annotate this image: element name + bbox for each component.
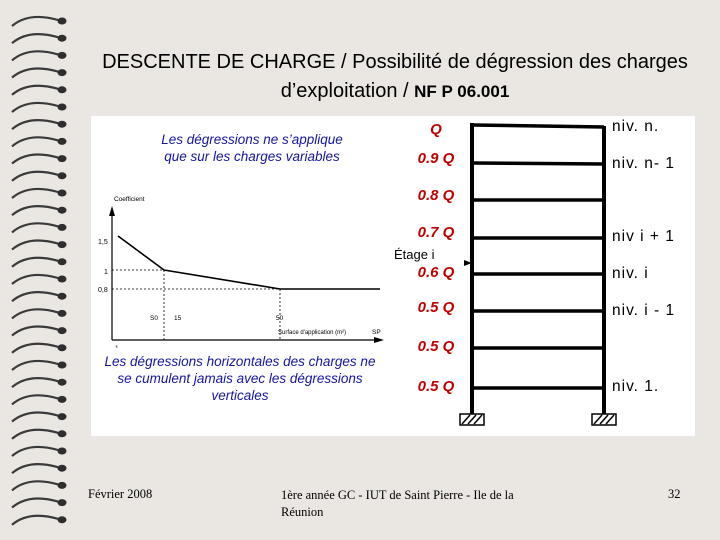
x-end-label: SP xyxy=(372,329,381,336)
q-label-0-5-c: 0.5 Q xyxy=(417,378,455,395)
level-top: niv. n. xyxy=(612,118,660,135)
binding-ring xyxy=(11,325,67,337)
binding-ring xyxy=(11,119,67,131)
degression-coefficient-graph: Coefficient 1,5 1 0,8 1 S0 15 50 Surface… xyxy=(98,196,384,348)
footer-date: Février 2008 xyxy=(88,487,153,501)
binding-ring xyxy=(11,15,67,27)
spiral-binding xyxy=(11,15,67,526)
q-label-0-5-b: 0.5 Q xyxy=(417,338,455,355)
binding-ring xyxy=(11,445,67,457)
level-i-minus-1: niv. i - 1 xyxy=(612,302,676,319)
etage-i-label: Étage i xyxy=(394,247,435,262)
binding-ring xyxy=(11,33,67,45)
binding-ring xyxy=(11,428,67,440)
binding-ring xyxy=(11,463,67,475)
q-label-0-7: 0.7 Q xyxy=(417,224,455,241)
q-label-top: Q xyxy=(430,121,442,138)
q-label-0-9: 0.9 Q xyxy=(417,150,455,167)
page-number: 32 xyxy=(668,487,681,501)
y-axis-label: Coefficient xyxy=(114,196,145,203)
slide-title: DESCENTE DE CHARGE / Possibilité de dégr… xyxy=(90,48,700,106)
binding-ring xyxy=(11,222,67,234)
binding-ring xyxy=(11,153,67,165)
binding-ring xyxy=(11,394,67,406)
right-support xyxy=(591,413,617,426)
binding-ring xyxy=(11,291,67,303)
x-axis-label: Surface d'application (m²) xyxy=(278,330,346,336)
x-tick-s0: S0 xyxy=(150,315,158,322)
binding-ring xyxy=(11,342,67,354)
x-tick-15: 15 xyxy=(174,315,182,322)
slide-title-norm: NF P 06.001 xyxy=(414,82,510,101)
binding-ring xyxy=(11,50,67,62)
binding-ring xyxy=(11,136,67,148)
binding-ring xyxy=(11,377,67,389)
y-tick-1-5: 1,5 xyxy=(98,239,108,246)
slide-title-main: DESCENTE DE CHARGE / Possibilité de dégr… xyxy=(102,51,688,102)
binding-ring xyxy=(11,497,67,509)
q-label-0-6: 0.6 Q xyxy=(417,264,455,281)
level-i: niv. i xyxy=(612,265,649,282)
binding-ring xyxy=(11,205,67,217)
binding-ring xyxy=(11,187,67,199)
binding-ring xyxy=(11,84,67,96)
binding-ring xyxy=(11,480,67,492)
note-horizontal-vertical: Les dégressions horizontales des charges… xyxy=(104,354,376,403)
coefficient-curve xyxy=(117,235,380,290)
x-tick-1: 1 xyxy=(115,345,119,348)
binding-ring xyxy=(11,514,67,526)
binding-ring xyxy=(11,67,67,79)
binding-ring xyxy=(11,273,67,285)
level-n-minus-1: niv. n- 1 xyxy=(612,155,675,172)
q-label-0-8: 0.8 Q xyxy=(417,187,455,204)
x-tick-50: 50 xyxy=(276,315,284,322)
level-i-plus-1: niv i + 1 xyxy=(612,228,675,245)
y-tick-1: 1 xyxy=(104,269,108,276)
binding-ring xyxy=(11,170,67,182)
building-frame-diagram: Étage i xyxy=(394,123,617,426)
binding-ring xyxy=(11,239,67,251)
binding-ring xyxy=(11,359,67,371)
y-tick-0-8: 0,8 xyxy=(98,287,108,294)
q-label-0-5-a: 0.5 Q xyxy=(417,299,455,316)
binding-ring xyxy=(11,256,67,268)
note-variable-charges: Les dégressions ne s’applique que sur le… xyxy=(161,132,343,164)
binding-ring xyxy=(11,308,67,320)
footer-institution: 1ère année GC - IUT de Saint Pierre - Il… xyxy=(281,488,514,519)
binding-ring xyxy=(11,411,67,423)
left-support xyxy=(459,413,485,426)
level-1: niv. 1. xyxy=(612,378,660,395)
content-area xyxy=(91,116,695,436)
binding-ring xyxy=(11,101,67,113)
